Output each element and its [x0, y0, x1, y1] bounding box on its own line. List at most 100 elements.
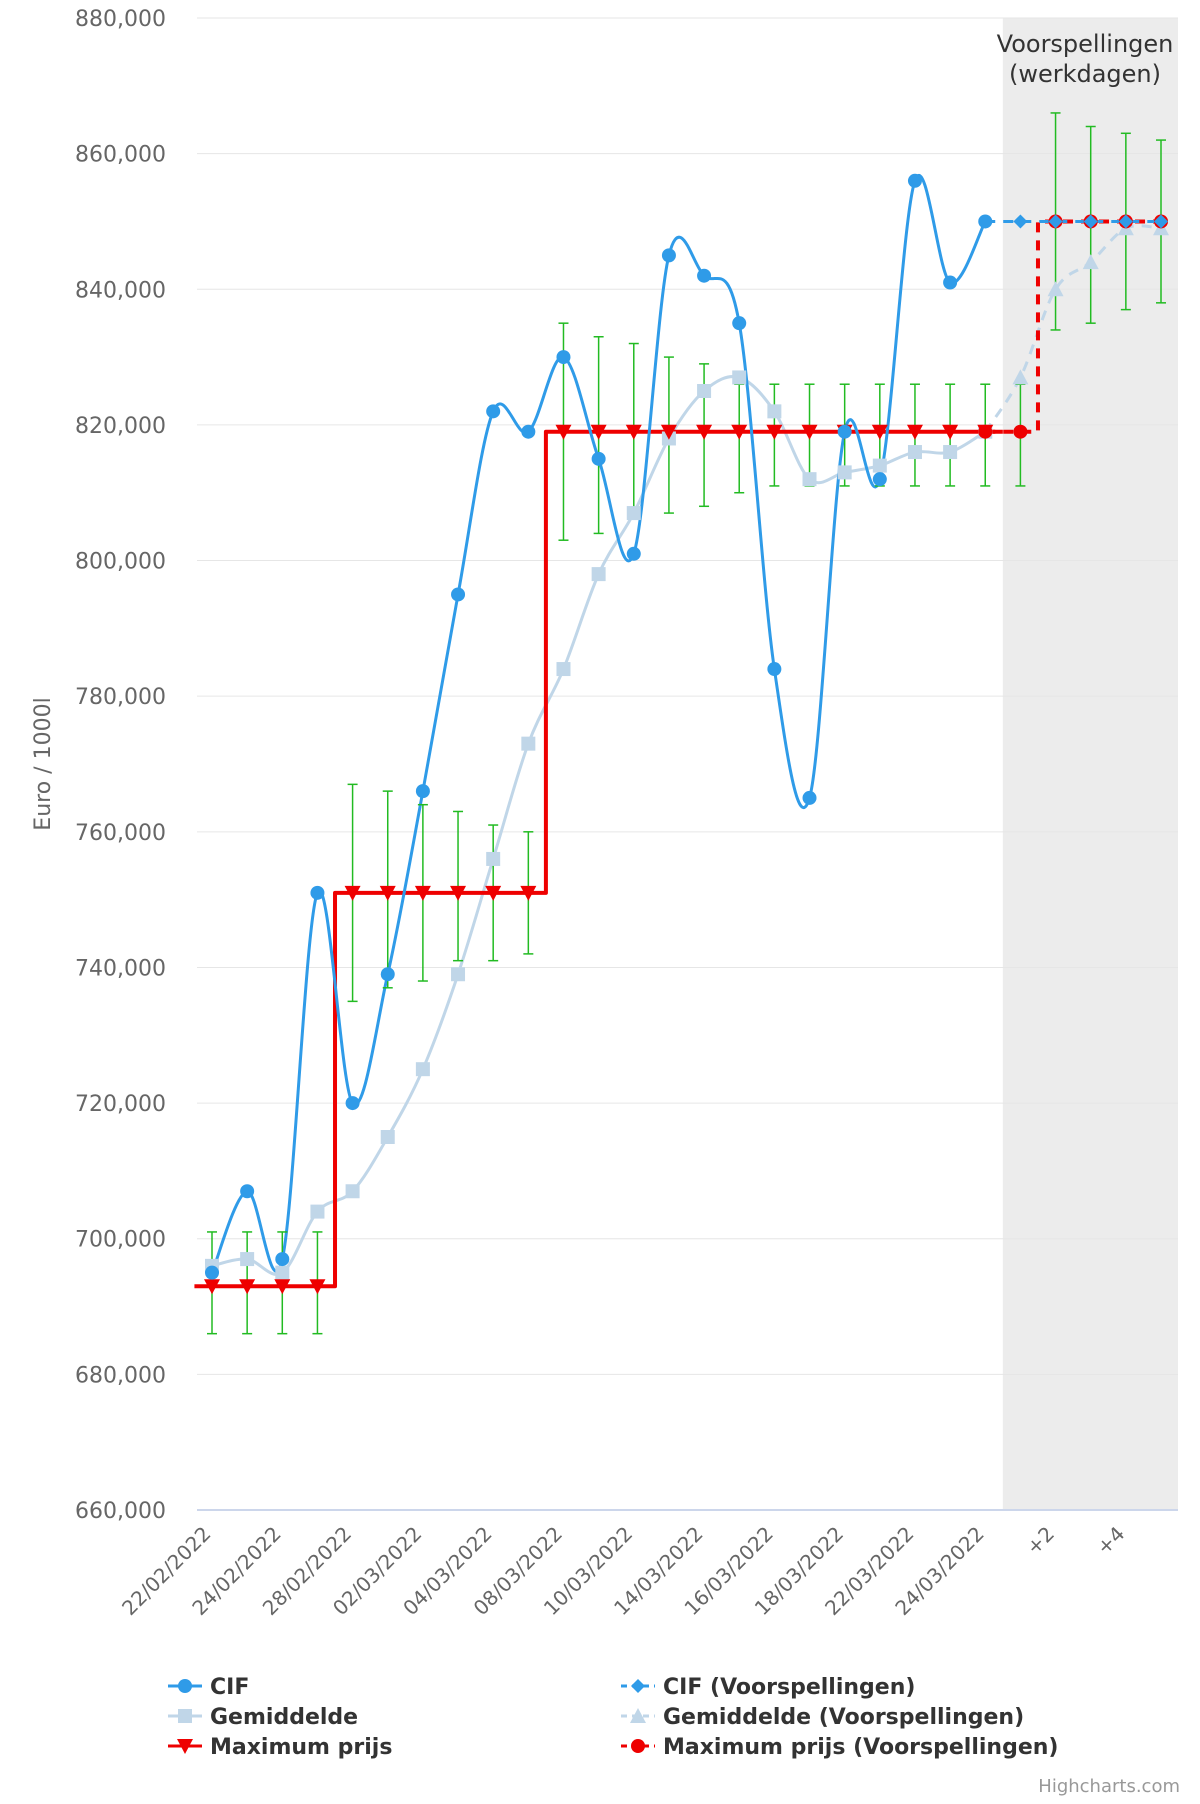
data-point — [485, 885, 502, 901]
data-point — [520, 885, 537, 901]
legend-item-label: Gemiddelde — [210, 1705, 358, 1730]
data-point — [871, 424, 888, 440]
y-tick-label: 740,000 — [75, 956, 166, 981]
data-point — [345, 1096, 360, 1111]
data-point — [731, 424, 748, 440]
data-point — [1118, 214, 1133, 229]
data-point — [801, 424, 818, 440]
data-point — [204, 1279, 220, 1295]
data-point — [380, 1130, 395, 1144]
data-point — [310, 1204, 325, 1219]
data-point — [943, 445, 958, 460]
data-point — [907, 445, 922, 460]
data-point — [275, 1252, 290, 1267]
data-point — [978, 424, 993, 439]
data-point — [660, 424, 677, 440]
data-point — [345, 1184, 360, 1199]
data-point — [450, 885, 467, 901]
x-tick-label: +4 — [1092, 1522, 1130, 1560]
data-point — [380, 967, 395, 982]
series-line-cif — [210, 174, 987, 1274]
data-point — [767, 404, 782, 419]
legend-symbol-marker — [631, 1739, 645, 1753]
credits-link[interactable]: Highcharts.com — [1038, 1776, 1180, 1797]
y-tick-label: 840,000 — [75, 278, 166, 303]
data-point — [310, 885, 325, 900]
data-point — [837, 465, 852, 480]
data-point — [521, 424, 536, 439]
data-point — [697, 384, 712, 398]
data-point — [239, 1279, 256, 1295]
data-point — [1013, 214, 1028, 229]
legend-item-label: CIF — [210, 1675, 249, 1700]
data-point — [872, 472, 887, 487]
data-point — [802, 790, 817, 805]
y-tick-label: 820,000 — [75, 414, 166, 439]
y-axis-label: Euro / 1000l — [31, 697, 56, 830]
data-point — [415, 784, 430, 799]
data-point — [344, 885, 361, 901]
legend: CIF CIF (Voorspellingen) Gemiddelde Gemidde… — [168, 1675, 1058, 1760]
legend-symbol-marker — [178, 1709, 192, 1723]
data-point — [696, 424, 713, 440]
legend-symbol-marker — [630, 1708, 646, 1723]
data-point — [556, 350, 571, 365]
legend-item-label: Maximum prijs (Voorspellingen) — [663, 1735, 1058, 1760]
data-point — [414, 885, 431, 901]
data-point — [766, 424, 783, 440]
data-point — [486, 851, 501, 866]
legend-symbol-marker — [178, 1679, 192, 1693]
y-tick-label: 720,000 — [75, 1092, 166, 1117]
data-point — [837, 424, 852, 439]
data-point — [697, 268, 712, 283]
legend-item-label: Gemiddelde (Voorspellingen) — [663, 1705, 1024, 1730]
data-point — [451, 967, 466, 982]
legend-item-label: CIF (Voorspellingen) — [663, 1675, 915, 1700]
data-point — [556, 662, 571, 677]
legend-item-label: Maximum prijs — [210, 1735, 392, 1760]
data-point — [1083, 214, 1098, 229]
y-tick-label: 860,000 — [75, 143, 166, 168]
data-point — [275, 1265, 290, 1280]
data-point — [309, 1279, 326, 1295]
data-point — [521, 736, 536, 751]
data-point — [943, 275, 958, 290]
data-point — [625, 424, 642, 440]
data-point — [379, 885, 396, 901]
data-point — [767, 662, 782, 677]
data-point — [555, 424, 572, 440]
data-point — [1154, 214, 1168, 229]
data-point — [906, 424, 923, 440]
data-point — [451, 587, 466, 602]
y-tick-label: 780,000 — [75, 685, 166, 710]
data-point — [591, 451, 606, 466]
y-axis-ticks: 660,000 680,000 700,000 720,000 740,000 760,0… — [75, 7, 166, 1524]
data-point — [240, 1252, 255, 1267]
x-axis-ticks: 22/02/202224/02/202228/02/202202/03/2022… — [117, 1522, 1129, 1620]
gridlines-layer — [197, 17, 1178, 1511]
data-point — [872, 458, 887, 473]
data-point — [415, 1062, 430, 1077]
markers-layer — [204, 173, 1169, 1295]
data-point — [1082, 254, 1099, 270]
forecast-band-label-line2: (werkdagen) — [1009, 60, 1161, 88]
x-tick-label: +2 — [1021, 1522, 1059, 1560]
data-point — [907, 173, 922, 188]
data-point — [626, 506, 641, 521]
data-point — [978, 214, 993, 229]
y-tick-label: 700,000 — [75, 1228, 166, 1253]
data-point — [1013, 424, 1028, 439]
data-point — [274, 1279, 291, 1295]
legend-symbol-marker — [177, 1739, 193, 1754]
data-point — [205, 1265, 219, 1280]
data-point — [591, 567, 606, 582]
series-line-maximum-prijs — [194, 429, 1003, 1289]
data-point — [942, 424, 959, 440]
legend-symbol-marker — [631, 1679, 645, 1693]
data-point — [1012, 369, 1029, 385]
y-tick-label: 760,000 — [75, 821, 166, 846]
y-tick-label: 800,000 — [75, 550, 166, 575]
y-tick-label: 880,000 — [75, 7, 166, 32]
data-point — [802, 472, 817, 487]
